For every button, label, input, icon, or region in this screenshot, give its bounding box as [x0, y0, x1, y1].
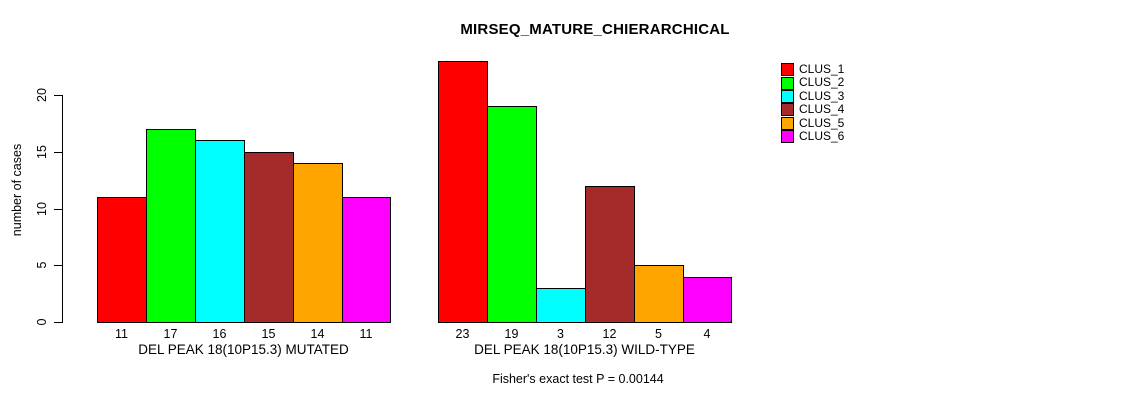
- bar-value-label: 14: [310, 327, 325, 341]
- y-tick-label: 0: [35, 318, 49, 326]
- chart-title: MIRSEQ_MATURE_CHIERARCHICAL: [460, 21, 730, 38]
- y-tick-label: 5: [35, 261, 49, 269]
- legend-swatch-icon: [781, 63, 794, 77]
- group-label: DEL PEAK 18(10P15.3) MUTATED: [138, 342, 349, 357]
- bar-value-label: 5: [655, 327, 662, 341]
- bar-value-label: 15: [261, 327, 276, 341]
- legend-label: CLUS_6: [799, 128, 845, 143]
- bar-value-label: 23: [455, 327, 470, 341]
- y-tick-label: 20: [35, 88, 49, 102]
- y-tick: [54, 209, 62, 210]
- legend-swatch-icon: [781, 76, 794, 90]
- bar-value-label: 17: [163, 327, 178, 341]
- legend-swatch-icon: [781, 116, 794, 130]
- bar-value-label: 11: [115, 327, 128, 341]
- bar-value-label: 19: [504, 327, 519, 341]
- y-axis-line: [62, 95, 63, 323]
- bar-value-label: 3: [557, 327, 564, 341]
- legend-item: CLUS_5: [781, 115, 845, 130]
- y-tick: [54, 152, 62, 153]
- bar: [293, 163, 343, 323]
- bar-value-label: 16: [212, 327, 227, 341]
- bar: [342, 197, 391, 323]
- bar: [683, 277, 732, 323]
- group-label: DEL PEAK 18(10P15.3) WILD-TYPE: [474, 342, 695, 357]
- bar: [244, 152, 294, 323]
- y-tick: [54, 265, 62, 266]
- footnote: Fisher's exact test P = 0.00144: [492, 372, 664, 386]
- legend-swatch-icon: [781, 103, 794, 117]
- legend-label: CLUS_3: [799, 88, 845, 103]
- bar: [195, 140, 245, 323]
- legend-item: CLUS_1: [781, 62, 845, 77]
- y-tick: [54, 322, 62, 323]
- bar: [585, 186, 635, 323]
- bar: [146, 129, 196, 323]
- bar: [487, 106, 537, 323]
- bar: [634, 265, 684, 323]
- legend-swatch-icon: [781, 89, 794, 103]
- y-tick-label: 15: [35, 145, 49, 159]
- legend-label: CLUS_2: [799, 75, 845, 90]
- bar-value-label: 12: [602, 327, 617, 341]
- legend-label: CLUS_5: [799, 115, 845, 130]
- legend-item: CLUS_6: [781, 128, 845, 144]
- bar: [438, 61, 488, 323]
- legend-item: CLUS_4: [781, 102, 845, 117]
- legend: CLUS_1 CLUS_2 CLUS_3 CLUS_4 CLUS_5 CLUS_6: [781, 62, 845, 144]
- bar-value-label: 11: [359, 327, 373, 341]
- bar: [97, 197, 147, 323]
- legend-swatch-icon: [781, 130, 794, 144]
- bar: [536, 288, 586, 323]
- legend-item: CLUS_2: [781, 75, 845, 90]
- y-tick: [54, 95, 62, 96]
- legend-label: CLUS_4: [799, 102, 845, 117]
- legend-item: CLUS_3: [781, 88, 845, 103]
- y-tick-label: 10: [35, 202, 49, 216]
- legend-label: CLUS_1: [799, 62, 845, 76]
- bar-value-label: 4: [703, 327, 711, 341]
